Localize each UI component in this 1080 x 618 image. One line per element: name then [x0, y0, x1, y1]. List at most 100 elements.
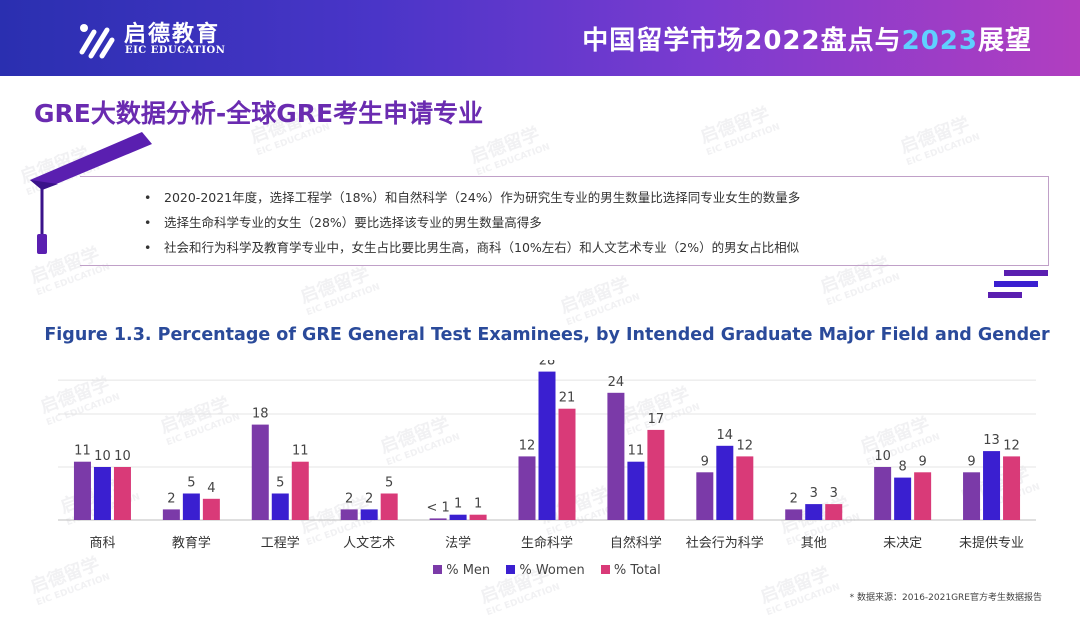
bar-men — [696, 472, 714, 520]
category-label: 未提供专业 — [959, 535, 1024, 551]
bar-total — [825, 504, 843, 520]
bar-women — [538, 371, 556, 520]
data-label: 21 — [559, 391, 576, 406]
graduation-cap-icon — [30, 132, 152, 254]
data-label: 24 — [608, 375, 625, 390]
data-label: 11 — [74, 444, 91, 459]
data-label: 11 — [292, 444, 309, 459]
page-title: GRE大数据分析-全球GRE考生申请专业 — [34, 99, 484, 128]
data-label: < 1 — [426, 500, 449, 515]
bar-men — [785, 509, 803, 520]
data-label: 2 — [790, 491, 798, 506]
brand-name-cn: 启德教育 — [124, 22, 221, 47]
bar-women — [360, 509, 378, 520]
data-label: 10 — [114, 449, 131, 464]
eic-logo-icon — [79, 24, 115, 59]
data-label: 9 — [701, 454, 709, 469]
bar-women — [271, 493, 289, 520]
data-label: 5 — [385, 476, 393, 491]
data-label: 14 — [717, 428, 734, 443]
data-label: 17 — [648, 412, 665, 427]
data-label: 11 — [628, 444, 645, 459]
data-label: 1 — [454, 497, 462, 512]
data-label: 2 — [167, 491, 175, 506]
category-label: 教育学 — [172, 535, 211, 551]
chart-legend: % Men % Women % Total — [0, 563, 1080, 578]
bar-total — [380, 493, 398, 520]
data-label: 9 — [967, 454, 975, 469]
data-label: 9 — [918, 454, 926, 469]
bar-men — [874, 467, 892, 520]
category-label: 生命科学 — [521, 535, 573, 551]
brand-name-en: EIC EDUCATION — [125, 45, 226, 56]
legend-item-total: % Total — [600, 563, 661, 578]
bar-total — [1003, 456, 1021, 520]
data-label: 13 — [983, 433, 1000, 448]
bar-total — [291, 461, 309, 520]
data-label: 12 — [737, 438, 754, 453]
bar-women — [716, 445, 734, 520]
bar-women — [627, 461, 645, 520]
data-label: 2 — [345, 491, 353, 506]
summary-item: 选择生命科学专业的女生（28%）要比选择该专业的男生数量高得多 — [144, 210, 1048, 235]
data-label: 5 — [187, 476, 195, 491]
data-label: 28 — [539, 360, 556, 369]
header-bar: 启德教育 EIC EDUCATION 中国留学市场2022盘点与2023展望 — [0, 0, 1080, 76]
bar-women — [894, 477, 912, 520]
bar-men — [162, 509, 180, 520]
bar-women — [182, 493, 200, 520]
bar-men — [518, 456, 536, 520]
bar-men — [340, 509, 358, 520]
bar-total — [736, 456, 754, 520]
data-label: 5 — [276, 476, 284, 491]
decor-stripes-icon — [988, 270, 1048, 298]
summary-box: 2020-2021年度，选择工程学（18%）和自然科学（24%）作为研究生专业的… — [80, 176, 1049, 266]
bar-total — [469, 514, 487, 520]
summary-list: 2020-2021年度，选择工程学（18%）和自然科学（24%）作为研究生专业的… — [144, 185, 1048, 260]
bar-women — [983, 451, 1001, 520]
legend-swatch-total — [600, 565, 610, 574]
data-label: 1 — [474, 497, 482, 512]
legend-item-women: % Women — [506, 563, 585, 578]
data-label: 10 — [94, 449, 111, 464]
report-title-part1: 中国留学市场2022盘点与 — [582, 26, 902, 56]
legend-label-men: % Men — [446, 563, 491, 578]
data-label: 3 — [810, 486, 818, 501]
report-title-part2: 展望 — [977, 26, 1032, 56]
report-title: 中国留学市场2022盘点与2023展望 — [582, 20, 1032, 57]
bar-women — [805, 504, 823, 520]
legend-swatch-men — [433, 565, 443, 574]
category-label: 法学 — [445, 535, 471, 551]
category-label: 工程学 — [261, 535, 300, 551]
category-label: 社会行为科学 — [686, 535, 764, 551]
bar-total — [202, 498, 220, 520]
bar-total — [914, 472, 932, 520]
bar-women — [93, 467, 111, 520]
category-label: 其他 — [801, 536, 827, 551]
data-label: 3 — [830, 486, 838, 501]
data-source-note: * 数据来源：2016-2021GRE官方考生数据报告 — [849, 593, 1042, 603]
data-label: 12 — [1003, 438, 1020, 453]
bar-total — [647, 429, 665, 520]
summary-item: 2020-2021年度，选择工程学（18%）和自然科学（24%）作为研究生专业的… — [144, 185, 1048, 210]
data-label: 2 — [365, 491, 373, 506]
data-label: 8 — [898, 460, 906, 475]
summary-item: 社会和行为科学及教育学专业中，女生占比要比男生高，商科（10%左右）和人文艺术专… — [144, 235, 1048, 260]
legend-swatch-women — [506, 565, 516, 574]
bar-women — [449, 514, 467, 520]
data-label: 10 — [874, 449, 891, 464]
data-label: 4 — [207, 481, 215, 496]
data-label: 18 — [252, 407, 269, 422]
chart-title: Figure 1.3. Percentage of GRE General Te… — [44, 325, 1050, 345]
bar-men — [607, 392, 625, 520]
bar-men — [73, 461, 91, 520]
legend-label-total: % Total — [613, 563, 661, 578]
legend-label-women: % Women — [519, 563, 585, 578]
category-label: 自然科学 — [610, 535, 662, 551]
category-label: 未决定 — [883, 536, 922, 551]
